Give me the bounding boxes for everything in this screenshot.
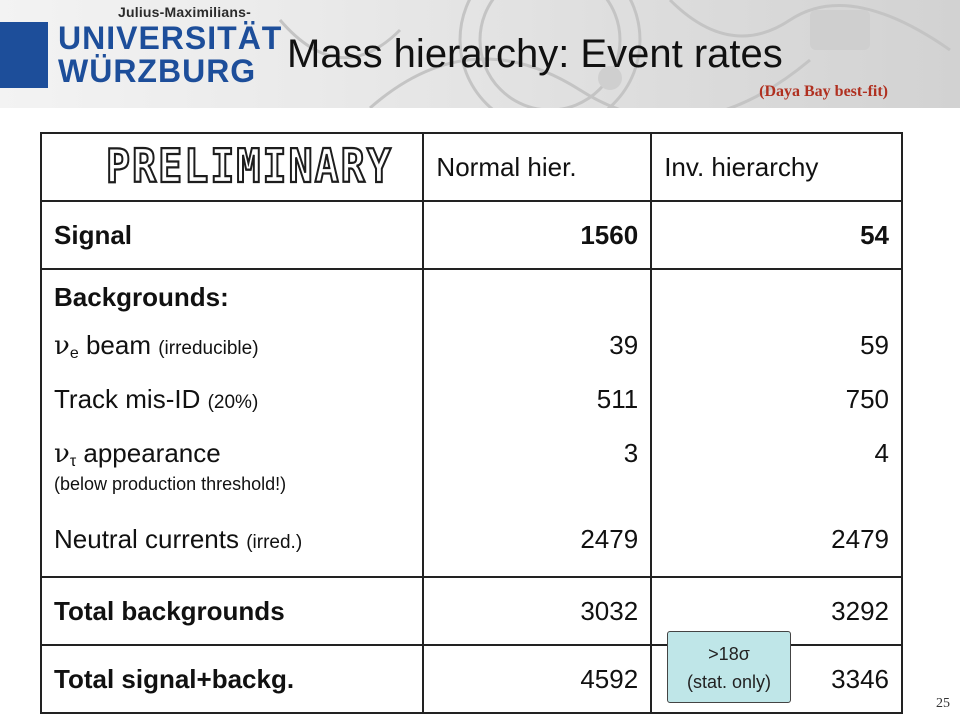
table-header-row: PRELIMINARY Normal hier. Inv. hierarchy	[39, 132, 903, 202]
backgrounds-labels: Backgrounds: νe beam (irreducible) Track…	[39, 268, 425, 578]
header-inverted: Inv. hierarchy	[650, 132, 903, 202]
bg-value: 2479	[580, 524, 639, 554]
preliminary-cell: PRELIMINARY	[39, 132, 425, 202]
significance-callout: >18σ (stat. only)	[667, 631, 791, 703]
bg-value: 511	[596, 384, 639, 414]
table-row-backgrounds: Backgrounds: νe beam (irreducible) Track…	[39, 268, 903, 578]
preliminary-stamp: PRELIMINARY	[105, 140, 393, 194]
table-row-signal: Signal 1560 54	[39, 200, 903, 270]
bg-row-nutau-appearance: ντ appearance	[54, 438, 221, 471]
signal-inverted: 54	[650, 200, 903, 270]
backgrounds-normal-values: 39 511 3 2479	[422, 268, 653, 578]
slide-subtitle: (Daya Bay best-fit)	[759, 83, 888, 100]
logo-line-universitaet: UNIVERSITÄT	[58, 20, 283, 56]
seal-watermark	[278, 0, 951, 108]
backgrounds-inverted-values: 59 750 4 2479	[650, 268, 903, 578]
nu-symbol: ν	[54, 331, 70, 361]
bg-label: appearance	[76, 438, 221, 468]
bg-note-threshold: (below production threshold!)	[54, 474, 287, 494]
bg-label: Neutral currents	[54, 524, 239, 554]
total-backgrounds-label: Total backgrounds	[39, 576, 425, 646]
bg-value: 4	[874, 438, 889, 468]
total-signal-backg-normal: 4592	[422, 644, 653, 714]
slide-header: Julius-Maximilians- UNIVERSITÄT WÜRZBURG…	[0, 0, 960, 108]
callout-note: (stat. only)	[686, 672, 772, 692]
table-row-total-backgrounds: Total backgrounds 3032 3292	[39, 576, 903, 646]
logo-bar	[0, 22, 48, 88]
nu-subscript: e	[69, 345, 79, 362]
signal-label: Signal	[39, 200, 425, 270]
university-logo: Julius-Maximilians- UNIVERSITÄT WÜRZBURG	[0, 0, 281, 108]
bg-value: 59	[860, 330, 889, 360]
total-signal-backg-label: Total signal+backg.	[39, 644, 425, 714]
bg-value: 750	[845, 384, 889, 414]
bg-row-neutral-currents: Neutral currents (irred.)	[54, 524, 302, 555]
bg-label: Track mis-ID	[54, 384, 201, 414]
header-normal: Normal hier.	[422, 132, 653, 202]
bg-value: 39	[609, 330, 639, 360]
logo-line-wuerzburg: WÜRZBURG	[58, 53, 257, 89]
logo-subline: Julius-Maximilians-	[118, 4, 251, 20]
bg-value: 3	[623, 438, 639, 468]
slide-title: Mass hierarchy: Event rates	[287, 32, 783, 76]
nu-subscript: τ	[69, 453, 77, 470]
page-number: 25	[936, 696, 950, 711]
backgrounds-heading: Backgrounds:	[54, 282, 229, 312]
bg-note: (irred.)	[246, 532, 303, 553]
callout-significance: >18σ	[708, 644, 750, 664]
bg-value: 2479	[831, 524, 889, 554]
total-backgrounds-normal: 3032	[422, 576, 653, 646]
nu-symbol: ν	[54, 439, 70, 469]
bg-row-track-misid: Track mis-ID (20%)	[54, 384, 258, 415]
bg-label: beam	[78, 330, 151, 360]
signal-normal: 1560	[422, 200, 653, 270]
bg-row-nue-beam: νe beam (irreducible)	[54, 330, 259, 363]
event-rates-table: PRELIMINARY Normal hier. Inv. hierarchy …	[39, 132, 903, 714]
bg-note: (irreducible)	[158, 338, 259, 359]
bg-note: (20%)	[207, 392, 259, 413]
